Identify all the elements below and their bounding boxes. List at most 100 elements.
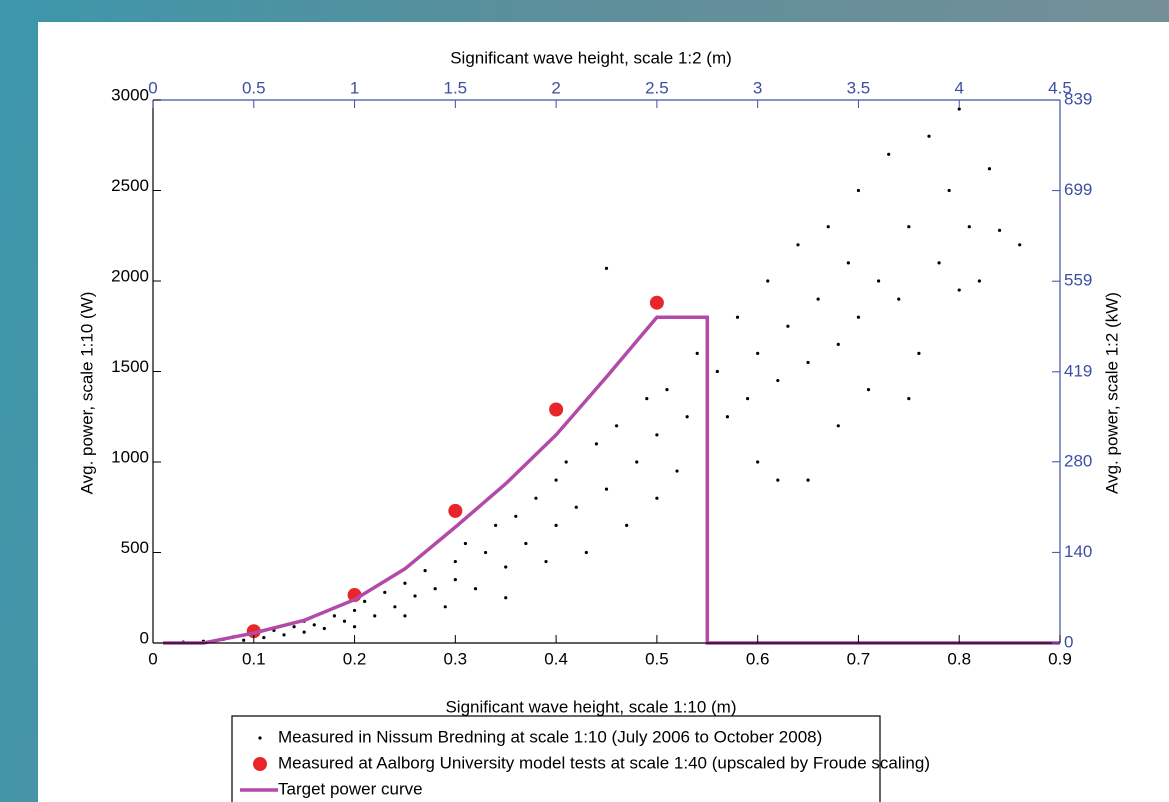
measured-point <box>342 619 347 623</box>
test-point <box>649 295 664 310</box>
measured-point <box>756 351 760 355</box>
measured-point <box>413 594 417 598</box>
measured-point <box>594 442 599 446</box>
legend-label: Measured in Nissum Bredning at scale 1:1… <box>278 727 822 746</box>
measured-point <box>554 523 558 527</box>
y-tick-label: 0 <box>140 628 149 647</box>
measured-point <box>957 288 961 292</box>
measured-point <box>866 388 871 392</box>
y-label: Avg. power, scale 1:10 (W) <box>77 292 96 495</box>
measured-point <box>584 550 588 555</box>
x-tick-label: 0.6 <box>746 649 770 668</box>
measured-point <box>363 599 367 603</box>
measured-point <box>564 460 568 464</box>
measured-point <box>977 279 981 283</box>
measured-point <box>937 261 941 265</box>
y2-tick-label: 140 <box>1064 542 1092 561</box>
measured-point <box>826 225 830 229</box>
measured-point <box>806 360 810 365</box>
measured-point <box>907 397 911 401</box>
measured-point <box>917 351 921 355</box>
legend-label: Target power curve <box>278 779 423 798</box>
measured-point <box>665 388 669 392</box>
measured-point <box>322 626 326 631</box>
measured-point <box>483 550 488 555</box>
measured-point <box>504 565 508 569</box>
measured-point <box>957 107 961 111</box>
x2-tick-label: 1.5 <box>444 78 468 97</box>
measured-point <box>604 266 609 270</box>
measured-point <box>524 541 528 546</box>
y-tick-label: 2000 <box>111 266 149 285</box>
measured-point <box>463 541 468 546</box>
measured-point <box>887 152 891 156</box>
measured-point <box>635 460 639 464</box>
measured-point <box>282 633 286 637</box>
y-tick-label: 1000 <box>111 447 149 466</box>
x2-tick-label: 4 <box>954 78 963 97</box>
measured-point <box>544 559 548 564</box>
test-point <box>549 402 564 417</box>
measured-point <box>373 614 377 618</box>
measured-point <box>766 279 770 283</box>
measured-point <box>856 188 861 193</box>
measured-point <box>614 424 619 428</box>
measured-point <box>312 623 316 627</box>
x-tick-label: 0.2 <box>343 649 367 668</box>
measured-point <box>856 315 861 319</box>
measured-point <box>756 460 760 464</box>
legend-swatch <box>258 736 262 740</box>
measured-point <box>383 590 387 594</box>
measured-point <box>735 315 740 319</box>
measured-point <box>997 228 1002 232</box>
x-tick-label: 0 <box>148 649 157 668</box>
measured-point <box>423 569 427 573</box>
measured-point <box>473 587 478 591</box>
measured-point <box>403 581 407 585</box>
measured-point <box>242 638 246 642</box>
measured-point <box>604 487 609 491</box>
x-label: Significant wave height, scale 1:10 (m) <box>445 697 736 716</box>
y2-tick-label: 0 <box>1064 632 1073 651</box>
measured-point <box>725 415 730 419</box>
measured-point <box>262 635 266 640</box>
measured-point <box>1018 243 1022 247</box>
measured-point <box>625 523 629 527</box>
measured-point <box>352 608 357 613</box>
measured-point <box>846 261 850 265</box>
measured-point <box>534 496 538 500</box>
legend-swatch <box>253 757 267 771</box>
x-tick-label: 0.9 <box>1048 649 1072 668</box>
x2-tick-label: 3.5 <box>847 78 871 97</box>
measured-point <box>786 324 790 328</box>
y-tick-label: 1500 <box>111 357 149 376</box>
x2-tick-label: 4.5 <box>1048 78 1072 97</box>
measured-point <box>776 378 780 383</box>
x-tick-label: 0.3 <box>444 649 468 668</box>
y2-tick-label: 559 <box>1064 271 1092 290</box>
x2-tick-label: 0 <box>148 78 157 97</box>
x-tick-label: 0.8 <box>947 649 971 668</box>
measured-point <box>675 469 679 473</box>
measured-point <box>494 523 498 527</box>
x2-tick-label: 2.5 <box>645 78 669 97</box>
y2-label: Avg. power, scale 1:2 (kW) <box>1102 292 1121 494</box>
x-tick-label: 0.5 <box>645 649 669 668</box>
x2-tick-label: 1 <box>350 78 359 97</box>
measured-point <box>645 397 649 401</box>
measured-point <box>655 496 659 500</box>
measured-point <box>453 559 457 564</box>
measured-point <box>352 625 357 629</box>
y2-tick-label: 839 <box>1064 89 1092 108</box>
x-tick-label: 0.1 <box>242 649 266 668</box>
y-tick-label: 2500 <box>111 176 149 195</box>
measured-point <box>393 605 397 609</box>
measured-point <box>685 415 689 419</box>
measured-point <box>655 433 659 437</box>
x-tick-label: 0.4 <box>544 649 568 668</box>
measured-point <box>897 297 901 301</box>
measured-point <box>947 188 951 193</box>
measured-point <box>715 369 719 374</box>
measured-point <box>806 478 810 482</box>
test-point <box>448 503 463 518</box>
